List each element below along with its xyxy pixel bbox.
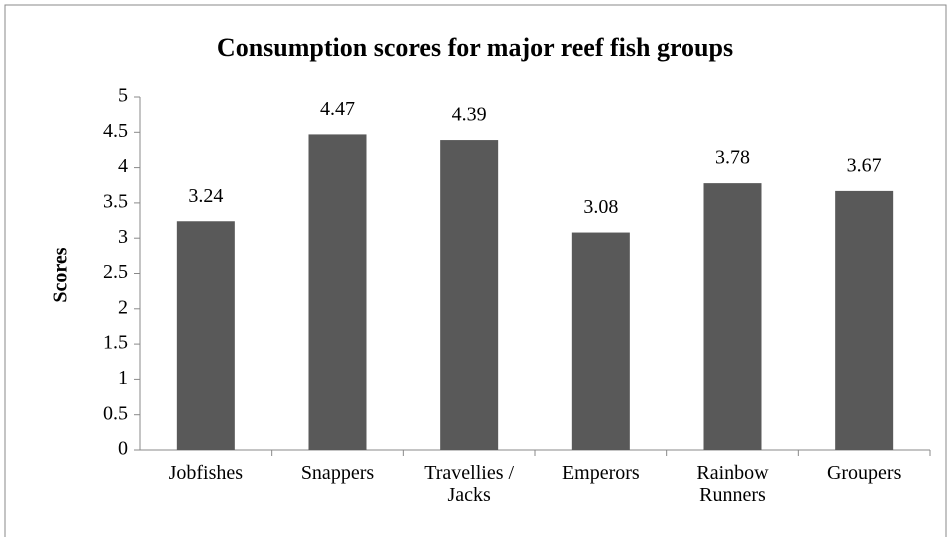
x-tick-label: Emperors bbox=[561, 462, 640, 484]
y-tick-label: 3 bbox=[118, 226, 128, 248]
y-tick-label: 2 bbox=[118, 296, 128, 318]
y-tick-label: 0.5 bbox=[103, 402, 128, 424]
bar bbox=[440, 140, 499, 451]
x-tick-label: Travellies / Jacks bbox=[424, 462, 515, 506]
data-label: 3.08 bbox=[583, 196, 618, 218]
x-tick-label: Rainbow Runners bbox=[696, 462, 769, 506]
data-label: 4.39 bbox=[452, 104, 487, 126]
x-tick-label-box: Emperors bbox=[561, 462, 640, 484]
x-tick-label-box: Snappers bbox=[300, 462, 375, 484]
bar bbox=[703, 183, 762, 450]
x-tick-label: Jobfishes bbox=[168, 462, 244, 484]
bar bbox=[835, 190, 894, 450]
data-label: 3.78 bbox=[715, 147, 750, 169]
x-tick-label-box: Jobfishes bbox=[168, 462, 244, 484]
bar bbox=[176, 221, 235, 450]
bar bbox=[571, 232, 630, 450]
bar bbox=[308, 134, 367, 450]
y-axis-label: Scores bbox=[50, 247, 72, 302]
x-tick-label: Snappers bbox=[300, 462, 375, 484]
data-label: 3.24 bbox=[188, 185, 223, 207]
x-tick-label-box: Groupers bbox=[826, 462, 902, 484]
y-tick-label: 4.5 bbox=[103, 120, 128, 142]
y-tick-label: 5 bbox=[118, 85, 128, 107]
y-tick-label: 4 bbox=[118, 155, 128, 177]
y-tick-label: 1.5 bbox=[103, 332, 128, 354]
data-label: 4.47 bbox=[320, 98, 355, 120]
x-tick-label-box: Travellies / Jacks bbox=[424, 462, 515, 506]
chart-title: Consumption scores for major reef fish g… bbox=[217, 33, 733, 62]
y-tick-label: 0 bbox=[118, 438, 128, 460]
y-tick-label: 3.5 bbox=[103, 190, 128, 212]
y-tick-label: 2.5 bbox=[103, 261, 128, 283]
chart-border bbox=[4, 4, 947, 537]
y-tick-label: 1 bbox=[118, 367, 128, 389]
data-label: 3.67 bbox=[847, 154, 882, 176]
x-tick-label: Groupers bbox=[826, 462, 902, 484]
x-tick-label-box: Rainbow Runners bbox=[696, 462, 769, 506]
